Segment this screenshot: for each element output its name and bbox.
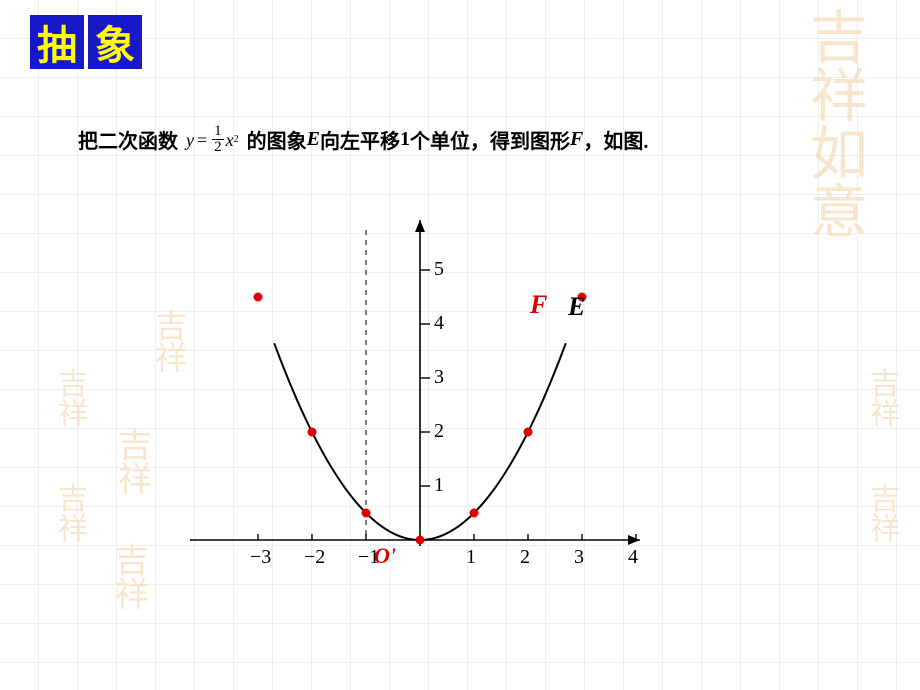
formula-exp: 2 [234,135,239,145]
origin-prime-label: O' [374,543,396,569]
desc-pre: 把二次函数 [78,125,178,154]
x-tick-label: 4 [628,546,638,569]
curve-label-F: F [530,290,547,320]
watermark-0: 吉祥如意 [810,10,885,242]
formula-num: 1 [212,124,224,140]
formula-y: y [186,131,194,149]
desc-post1: 的图象 [247,125,307,154]
watermark-4: 吉祥 [58,485,97,545]
desc-post2: 向左平移 [320,125,400,154]
curve-label-E: E [568,292,585,322]
desc-one: 1 [400,128,410,151]
formula-fraction: 1 2 [212,124,224,155]
x-tick-label: 3 [574,546,584,569]
heading-char-2: 象 [88,15,142,69]
y-tick-label: 1 [434,474,444,497]
x-tick-label: 1 [466,546,476,569]
y-tick-label: 5 [434,258,444,281]
heading: 抽 象 [30,15,142,69]
y-tick-label: 4 [434,312,444,335]
y-tick-label: 3 [434,366,444,389]
x-tick-label: −2 [304,546,325,569]
y-tick-label: 2 [434,420,444,443]
formula-den: 2 [212,140,224,155]
watermark-6: 吉祥 [870,370,909,430]
desc-E: E [307,128,320,151]
formula: y = 1 2 x2 [186,124,239,155]
chart: −3−2−1123412345 F E O' [150,200,650,620]
formula-x: x [226,131,234,149]
desc-post3: 个单位，得到图形 [410,125,570,154]
x-tick-label: 2 [520,546,530,569]
desc-post4: ，如图. [583,125,648,154]
x-tick-label: −3 [250,546,271,569]
description-line: 把二次函数 y = 1 2 x2 的图象E向左平移1个单位，得到图形F，如图. [78,124,648,155]
formula-eq: = [197,131,207,149]
desc-F: F [570,128,583,151]
watermark-7: 吉祥 [870,485,909,545]
heading-char-1: 抽 [30,15,84,69]
watermark-2: 吉祥 [58,370,97,430]
